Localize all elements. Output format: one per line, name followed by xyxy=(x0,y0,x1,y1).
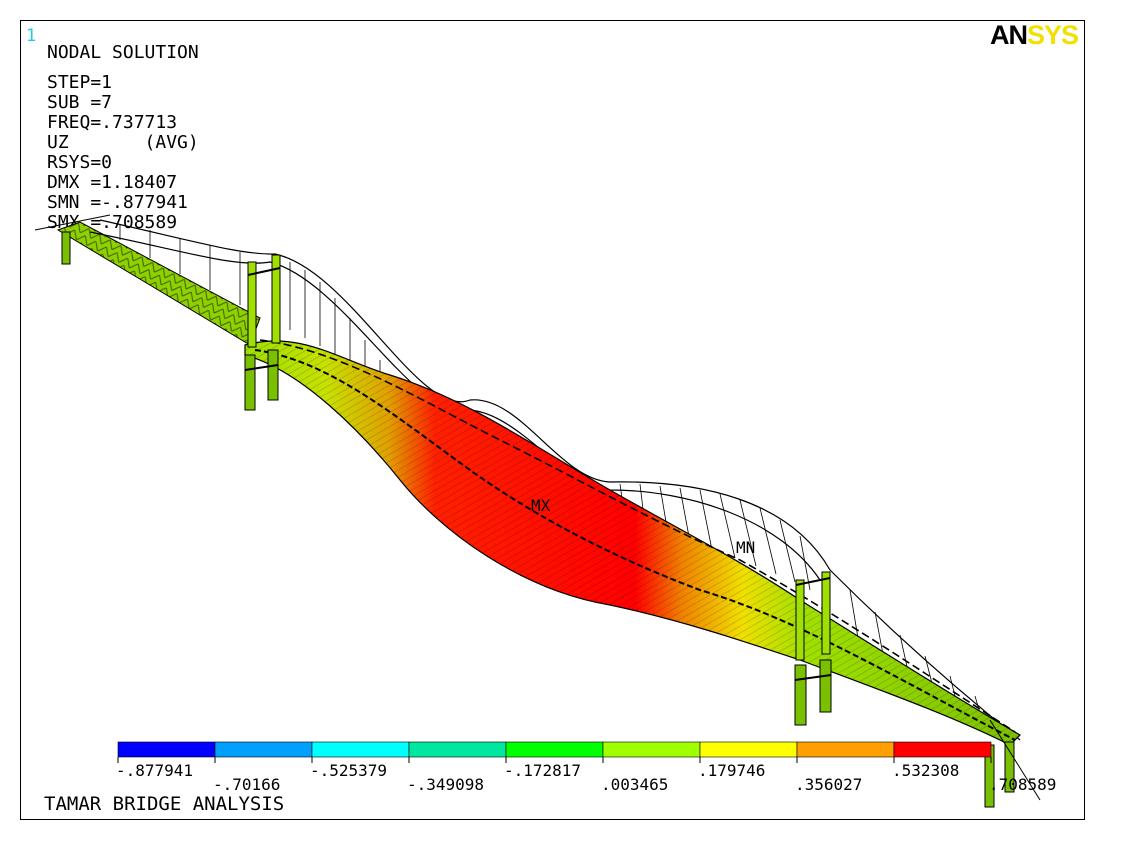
plot-title: NODAL SOLUTION xyxy=(47,42,199,63)
plot-footer-title: TAMAR BRIDGE ANALYSIS xyxy=(44,793,285,815)
left-tower xyxy=(244,254,281,411)
legend-swatch xyxy=(214,741,313,758)
legend-value: -.349098 xyxy=(407,775,485,794)
left-approach-span xyxy=(34,214,261,346)
legend-value: -.877941 xyxy=(116,761,194,780)
max-marker: MX xyxy=(531,496,551,515)
info-sub: SUB =7 xyxy=(47,92,113,113)
legend-value: .179746 xyxy=(698,761,766,780)
legend-value: .532308 xyxy=(892,761,960,780)
info-freq: FREQ=.737713 xyxy=(47,112,178,133)
info-rsys: RSYS=0 xyxy=(47,152,113,173)
info-dmx: DMX =1.18407 xyxy=(47,172,178,193)
info-step: STEP=1 xyxy=(47,72,113,93)
min-marker: MN xyxy=(736,538,756,557)
legend-value: .003465 xyxy=(601,775,669,794)
contour-legend xyxy=(117,741,992,763)
window-number: 1 xyxy=(26,26,37,46)
legend-swatch xyxy=(408,741,507,758)
legend-swatch xyxy=(505,741,604,758)
info-component: UZ (AVG) xyxy=(47,132,199,153)
ansys-logo: ANSYS xyxy=(990,20,1079,50)
legend-value: .356027 xyxy=(795,775,863,794)
right-tower xyxy=(794,571,832,726)
legend-swatch xyxy=(893,741,992,758)
legend-value: -.525379 xyxy=(310,761,388,780)
legend-swatch xyxy=(602,741,701,758)
legend-value: .708589 xyxy=(989,775,1057,794)
viewport-frame xyxy=(20,20,1085,820)
legend-value: -.70166 xyxy=(213,775,281,794)
legend-value: -.172817 xyxy=(504,761,582,780)
legend-swatch xyxy=(699,741,798,758)
legend-swatch xyxy=(117,741,216,758)
legend-swatch xyxy=(311,741,410,758)
info-smn: SMN =-.877941 xyxy=(47,192,188,213)
main-deck xyxy=(244,339,1021,746)
legend-swatch xyxy=(796,741,895,758)
